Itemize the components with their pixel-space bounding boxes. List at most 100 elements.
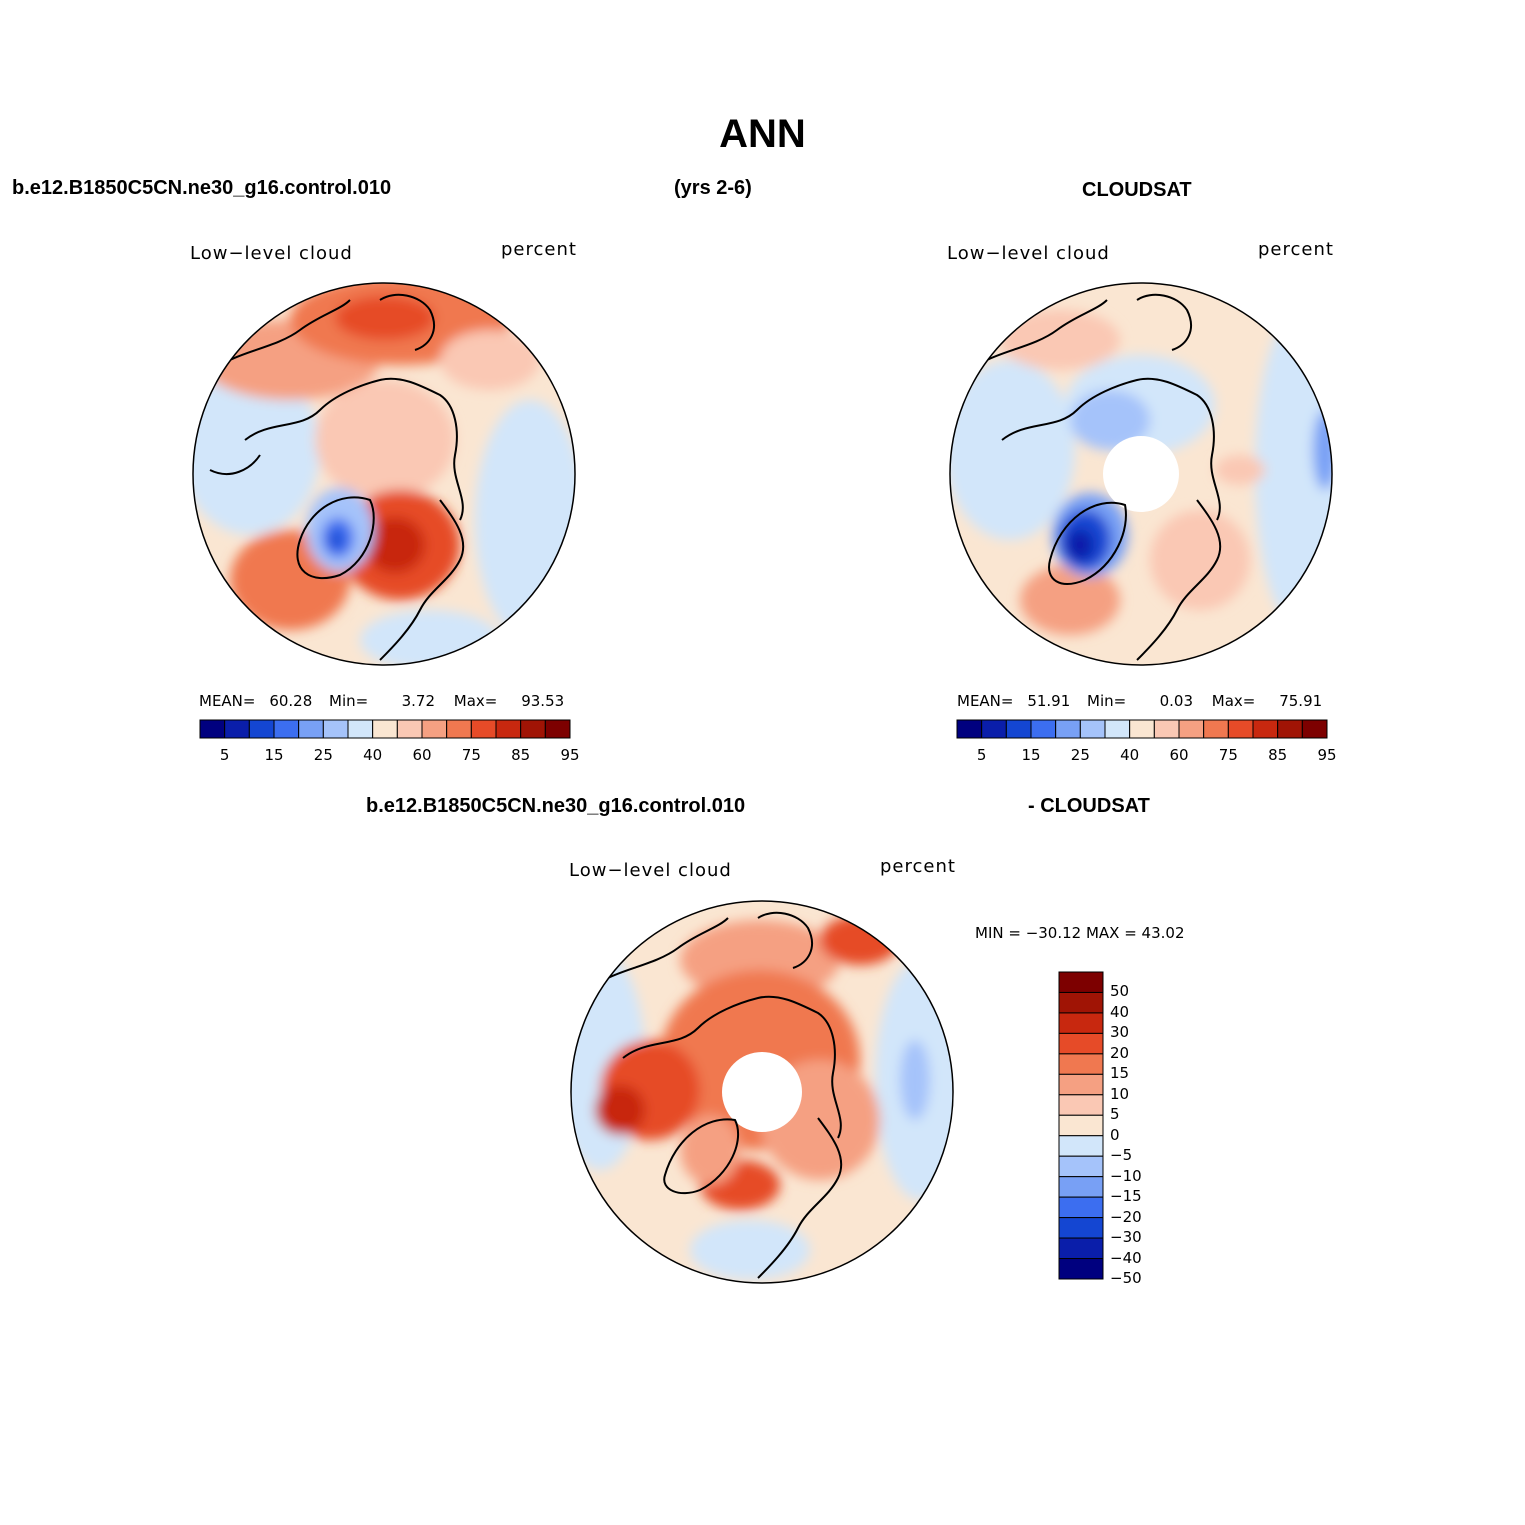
diff-colorbar-tick-label: −15 — [1110, 1187, 1142, 1206]
obs-max-value: 75.91 — [1279, 692, 1323, 710]
model-colorbar-swatch — [347, 719, 374, 739]
model-min-value: 3.72 — [401, 692, 436, 710]
model-colorbar-tick-label: 5 — [220, 746, 230, 764]
model-units-label: percent — [501, 239, 577, 260]
diff-colorbar — [1058, 971, 1104, 1280]
obs-colorbar-swatch — [956, 719, 983, 739]
model-colorbar-swatch — [322, 719, 349, 739]
diff-colorbar-tick-label: 30 — [1110, 1023, 1130, 1042]
diff-colorbar-swatch — [1058, 1053, 1104, 1075]
model-colorbar-swatch — [199, 719, 226, 739]
obs-colorbar-tick-label: 40 — [1120, 746, 1139, 764]
obs-colorbar-tick-label: 85 — [1268, 746, 1287, 764]
obs-mean-value: 51.91 — [1027, 692, 1071, 710]
obs-max-label: Max= — [1211, 692, 1256, 710]
model-colorbar-swatch — [298, 719, 324, 739]
diff-case-header: b.e12.B1850C5CN.ne30_g16.control.010 — [366, 795, 746, 817]
obs-header: CLOUDSAT — [1082, 179, 1192, 201]
model-colorbar-tick-label: 40 — [363, 746, 382, 764]
model-max-value: 93.53 — [521, 692, 565, 710]
model-case-header: b.e12.B1850C5CN.ne30_g16.control.010 — [12, 177, 392, 199]
diff-minmax: MIN = −30.12 MAX = 43.02 — [975, 924, 1185, 942]
obs-colorbar-tick-label: 15 — [1021, 746, 1040, 764]
diff-colorbar-swatch — [1058, 1258, 1104, 1280]
diff-variable-label: Low−level cloud — [569, 860, 732, 881]
obs-colorbar-swatch — [1227, 719, 1254, 739]
diff-colorbar-swatch — [1058, 1094, 1104, 1116]
diff-colorbar-tick-label: −5 — [1110, 1146, 1133, 1165]
model-max-label: Max= — [453, 692, 498, 710]
diff-colorbar-tick-label: 50 — [1110, 982, 1130, 1001]
model-colorbar-tick-label: 15 — [264, 746, 283, 764]
model-colorbar-swatch — [396, 719, 423, 739]
obs-colorbar-tick-label: 5 — [977, 746, 987, 764]
model-colorbar: 5 15 25 40 60 75 85 95 — [199, 719, 580, 764]
diff-colorbar-tick-label: 15 — [1110, 1064, 1130, 1083]
model-colorbar-swatch — [248, 719, 275, 739]
diff-colorbar-swatch — [1058, 1114, 1104, 1137]
obs-units-label: percent — [1258, 239, 1334, 260]
diff-colorbar-swatch — [1058, 1073, 1104, 1096]
figure-title: ANN — [719, 112, 806, 156]
obs-colorbar-swatch — [1005, 719, 1032, 739]
diff-colorbar-tick-label: −50 — [1110, 1269, 1142, 1287]
diff-colorbar-tick-label: −30 — [1110, 1228, 1142, 1247]
obs-colorbar-swatch — [1055, 719, 1081, 739]
obs-colorbar-tick-label: 60 — [1169, 746, 1188, 764]
model-mean-label: MEAN= — [199, 692, 256, 710]
diff-colorbar-tick-label: −40 — [1110, 1248, 1142, 1267]
model-colorbar-tick-label: 95 — [560, 746, 579, 764]
obs-mean-label: MEAN= — [957, 692, 1014, 710]
obs-colorbar-swatch — [1203, 719, 1229, 739]
diff-colorbar-swatch — [1058, 1196, 1104, 1219]
model-colorbar-swatch — [421, 719, 448, 739]
diff-colorbar-tick-label: −10 — [1110, 1166, 1142, 1185]
model-mean-value: 60.28 — [269, 692, 313, 710]
diff-colorbar-swatch — [1058, 1237, 1104, 1260]
diff-colorbar-swatch — [1058, 1155, 1104, 1178]
obs-variable-label: Low−level cloud — [947, 243, 1110, 264]
obs-colorbar-swatch — [1252, 719, 1279, 739]
obs-colorbar-swatch — [1079, 719, 1106, 739]
diff-colorbar-swatch — [1058, 991, 1104, 1014]
obs-colorbar-tick-label: 25 — [1071, 746, 1090, 764]
model-colorbar-tick-label: 75 — [462, 746, 481, 764]
model-variable-label: Low−level cloud — [190, 243, 353, 264]
diff-colorbar-tick-label: 20 — [1110, 1043, 1130, 1062]
model-stats: MEAN= 60.28 Min= 3.72 Max= 93.53 — [199, 692, 564, 710]
diff-colorbar-tick-label: 40 — [1110, 1002, 1130, 1021]
obs-colorbar-swatch — [981, 719, 1007, 739]
obs-stats: MEAN= 51.91 Min= 0.03 Max= 75.91 — [957, 692, 1322, 710]
diff-colorbar-tick-label: 5 — [1110, 1105, 1120, 1124]
obs-colorbar-tick-label: 75 — [1219, 746, 1238, 764]
obs-min-label: Min= — [1087, 692, 1127, 710]
obs-min-value: 0.03 — [1159, 692, 1194, 710]
model-colorbar-swatch — [495, 719, 522, 739]
diff-colorbar-swatch — [1058, 1135, 1104, 1157]
model-colorbar-swatch — [273, 719, 300, 739]
obs-colorbar-swatch — [1129, 719, 1155, 739]
model-colorbar-swatch — [520, 719, 546, 739]
diff-colorbar-swatch — [1058, 1217, 1104, 1239]
model-colorbar-swatch — [544, 719, 571, 739]
model-colorbar-swatch — [224, 719, 250, 739]
diff-colorbar-swatch — [1058, 971, 1104, 993]
obs-colorbar-tick-label: 95 — [1317, 746, 1336, 764]
diff-units-label: percent — [880, 856, 956, 877]
model-colorbar-tick-label: 60 — [412, 746, 431, 764]
obs-colorbar-swatch — [1153, 719, 1180, 739]
diff-colorbar-tick-label: 10 — [1110, 1084, 1130, 1103]
years-header: (yrs 2-6) — [674, 177, 752, 199]
model-colorbar-swatch — [446, 719, 472, 739]
diff-colorbar-swatch — [1058, 1032, 1104, 1055]
model-min-label: Min= — [329, 692, 369, 710]
obs-colorbar-swatch — [1104, 719, 1131, 739]
obs-colorbar-swatch — [1301, 719, 1328, 739]
diff-obs-header: - CLOUDSAT — [1028, 795, 1150, 817]
diff-colorbar-swatch — [1058, 1176, 1104, 1198]
obs-colorbar-swatch — [1277, 719, 1303, 739]
obs-colorbar-swatch — [1178, 719, 1205, 739]
